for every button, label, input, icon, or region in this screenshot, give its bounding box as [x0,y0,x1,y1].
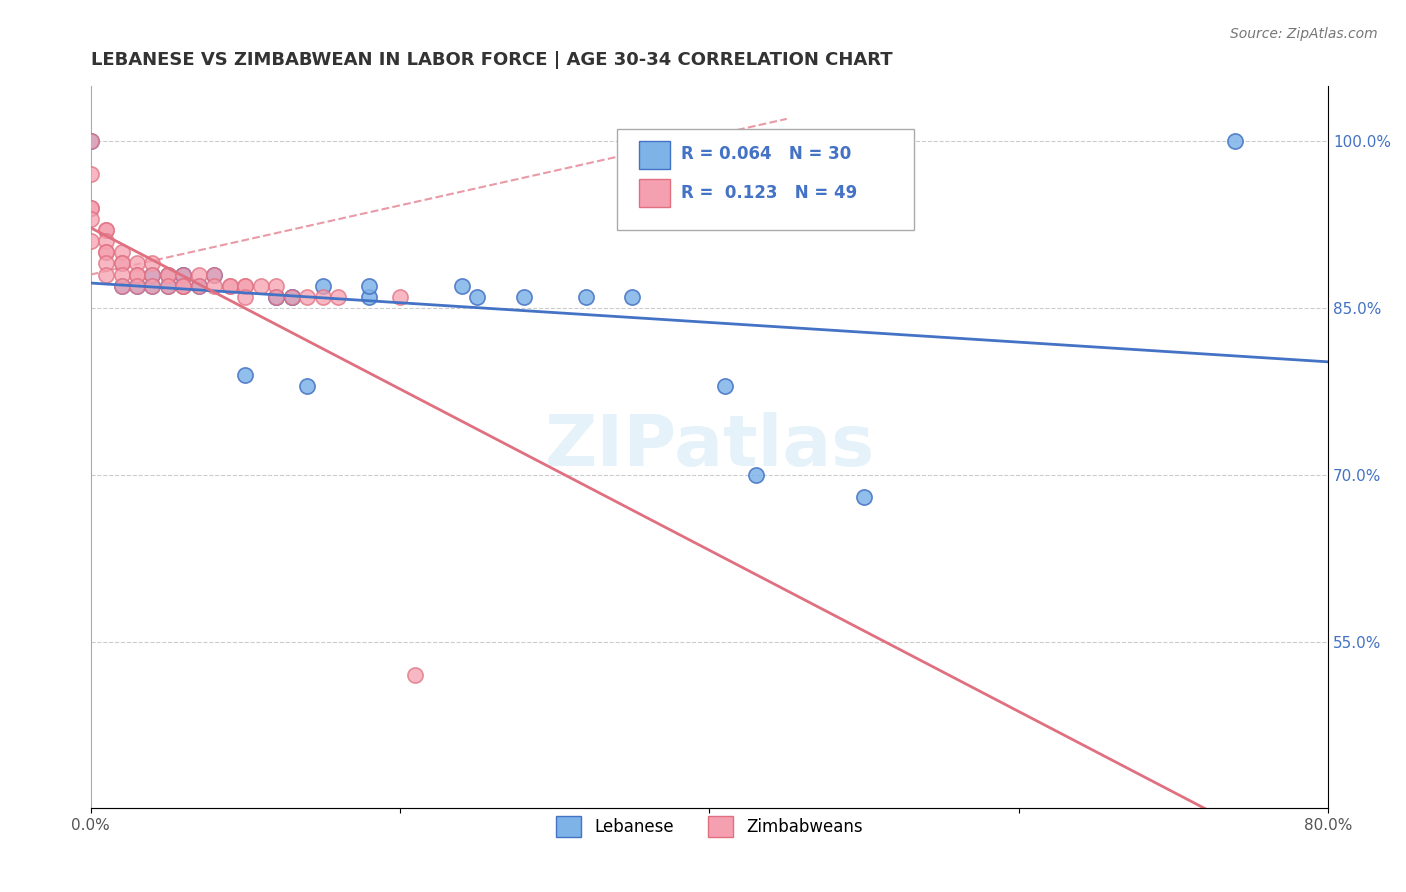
Point [264,290,287,304]
Point [94,223,117,237]
Point [79,134,101,148]
Point [311,290,333,304]
Point [233,368,256,382]
Point [264,290,287,304]
Point [125,256,148,270]
Point [187,268,209,282]
Point [79,211,101,226]
Point [141,268,163,282]
Point [295,290,318,304]
Point [172,278,194,293]
Point [141,268,163,282]
Point [156,268,179,282]
Point [94,245,117,260]
Point [745,467,768,482]
Point [79,201,101,215]
Point [264,278,287,293]
Point [280,290,302,304]
Text: LEBANESE VS ZIMBABWEAN IN LABOR FORCE | AGE 30-34 CORRELATION CHART: LEBANESE VS ZIMBABWEAN IN LABOR FORCE | … [90,51,893,69]
Point [218,278,240,293]
Text: Source: ZipAtlas.com: Source: ZipAtlas.com [1230,27,1378,41]
Point [233,290,256,304]
Text: R = 0.064   N = 30: R = 0.064 N = 30 [681,145,851,163]
Point [187,278,209,293]
Point [79,234,101,248]
Point [94,234,117,248]
Point [110,278,132,293]
Point [575,290,598,304]
Point [172,278,194,293]
Point [125,278,148,293]
Point [233,278,256,293]
Point [280,290,302,304]
Point [125,278,148,293]
Point [311,278,333,293]
Point [513,290,536,304]
Point [141,256,163,270]
Point [295,379,318,393]
Point [202,268,225,282]
Point [110,256,132,270]
Point [280,290,302,304]
Point [451,278,474,293]
Point [94,256,117,270]
Point [156,268,179,282]
Text: R =  0.123   N = 49: R = 0.123 N = 49 [681,184,858,202]
Point [202,268,225,282]
Point [110,268,132,282]
Point [1225,134,1247,148]
Point [621,290,644,304]
Point [467,290,489,304]
Point [110,245,132,260]
Point [202,278,225,293]
Point [172,268,194,282]
Point [125,268,148,282]
Point [264,290,287,304]
Point [172,278,194,293]
Point [357,278,380,293]
Point [94,268,117,282]
Point [94,223,117,237]
Point [172,268,194,282]
Point [156,278,179,293]
Point [79,134,101,148]
Point [187,278,209,293]
FancyBboxPatch shape [617,128,914,230]
Point [156,268,179,282]
Point [79,168,101,182]
Point [141,278,163,293]
Point [218,278,240,293]
Point [404,668,426,682]
Point [714,379,737,393]
Point [110,256,132,270]
Point [233,278,256,293]
Point [141,278,163,293]
FancyBboxPatch shape [638,141,669,169]
Point [249,278,271,293]
Point [853,490,876,504]
Point [94,245,117,260]
Point [388,290,411,304]
Point [156,278,179,293]
Point [357,290,380,304]
Point [125,268,148,282]
Point [79,201,101,215]
FancyBboxPatch shape [638,179,669,207]
Point [172,268,194,282]
Point [326,290,349,304]
Point [110,278,132,293]
Text: ZIPatlas: ZIPatlas [544,412,875,482]
Legend: Lebanese, Zimbabweans: Lebanese, Zimbabweans [550,810,869,844]
